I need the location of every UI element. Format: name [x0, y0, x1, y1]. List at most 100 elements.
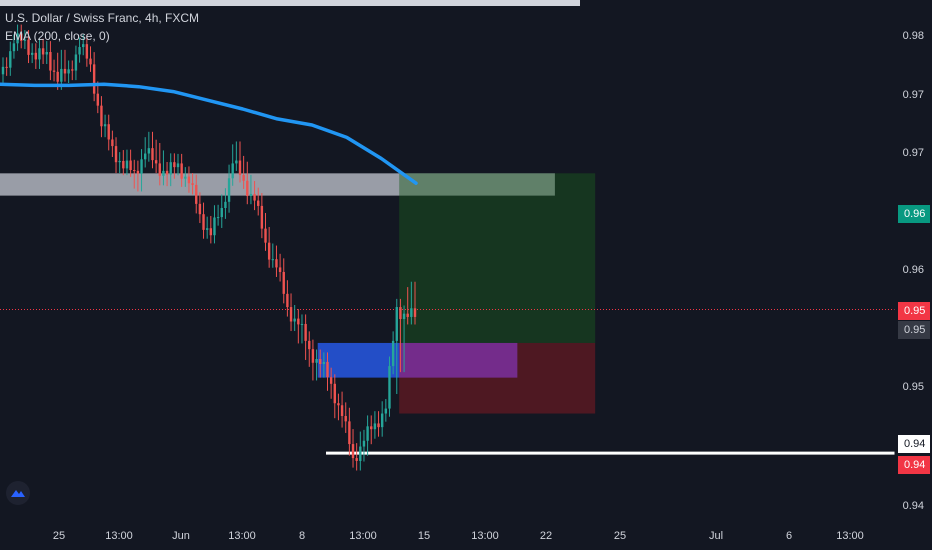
candle-body: [34, 52, 38, 60]
candle-body: [348, 421, 351, 445]
candle-body: [220, 208, 223, 218]
time-tick: 13:00: [105, 530, 133, 542]
time-tick: 22: [539, 530, 553, 542]
candle-body: [107, 124, 110, 140]
candle-body: [351, 444, 355, 459]
candle-body: [60, 68, 63, 82]
candle-body: [187, 176, 191, 184]
candle-body: [198, 203, 202, 215]
candle-body: [136, 170, 140, 174]
candle-body: [140, 159, 143, 174]
ema-line: [0, 82, 418, 185]
candle-body: [41, 48, 45, 55]
candle-body: [388, 366, 391, 409]
time-tick: 13:00: [349, 530, 377, 542]
candle-body: [118, 160, 121, 163]
price-tick: 0.98: [902, 30, 924, 42]
candle-body: [311, 349, 315, 363]
indicator-title[interactable]: EMA (200, close, 0): [5, 29, 110, 43]
candle-body: [114, 146, 118, 163]
candle-body: [300, 323, 304, 325]
candle-body: [326, 361, 329, 378]
candle-body: [154, 160, 158, 164]
candle-body: [63, 68, 67, 74]
candle-body: [224, 201, 227, 208]
candle-body: [238, 160, 242, 175]
candle-body: [129, 160, 132, 171]
candle-body: [406, 313, 409, 317]
candle-body: [333, 383, 336, 404]
resistance-zone: [0, 173, 555, 196]
candle-body: [395, 307, 398, 341]
candle-body: [366, 426, 369, 441]
candle-body: [30, 52, 34, 55]
candle-body: [27, 39, 30, 55]
symbol-title[interactable]: U.S. Dollar / Swiss Franc, 4h, FXCM: [5, 11, 200, 25]
candle-body: [282, 271, 285, 294]
candle-body: [275, 259, 278, 268]
candle-body: [147, 148, 151, 154]
candle-body: [12, 43, 16, 52]
chart-legend: U.S. Dollar / Swiss Franc, 4h, FXCM EMA …: [5, 9, 199, 45]
support-price-tag: 0.94: [898, 435, 930, 453]
candle-body: [184, 176, 187, 179]
candle-body: [205, 228, 209, 230]
candle-body: [191, 183, 194, 185]
top-toolbar-strip: [0, 0, 580, 6]
candle-body: [329, 377, 333, 384]
time-tick: Jul: [708, 530, 724, 542]
candle-body: [82, 44, 85, 48]
candle-body: [289, 307, 293, 322]
take-profit-price-tag: 0.96: [898, 205, 930, 223]
candle-body: [151, 148, 154, 161]
candle-body: [125, 160, 129, 169]
candle-body: [362, 440, 366, 447]
candle-body: [213, 217, 216, 236]
candle-body: [1, 66, 5, 75]
candle-body: [340, 405, 344, 416]
candle-body: [143, 153, 147, 160]
candle-body: [267, 242, 271, 260]
candle-body: [235, 160, 238, 164]
loss-zone: [399, 342, 596, 414]
candle-body: [242, 174, 245, 181]
candle-body: [257, 200, 260, 206]
candle-body: [271, 259, 275, 261]
profit-loss-overlap-zone: [399, 342, 518, 378]
candle-body: [246, 180, 249, 197]
candle-body: [319, 359, 322, 364]
candle-body: [100, 105, 103, 127]
price-tick: 0.97: [902, 89, 924, 101]
time-tick: Jun: [172, 530, 190, 542]
candle-body: [260, 205, 264, 229]
candle-body: [176, 163, 180, 168]
candle-body: [180, 163, 183, 179]
candle-body: [264, 228, 267, 243]
candle-body: [89, 58, 92, 65]
candle-body: [49, 52, 52, 71]
candle-body: [253, 193, 256, 201]
candle-body: [173, 162, 176, 168]
tradingview-logo-icon[interactable]: [6, 481, 30, 505]
candle-body: [359, 446, 362, 461]
candle-body: [391, 340, 395, 367]
candle-body: [133, 170, 136, 172]
candle-body: [165, 170, 169, 175]
price-tick: 0.96: [902, 264, 924, 276]
candle-body: [45, 52, 48, 55]
time-tick: 25: [52, 530, 66, 542]
candle-body: [38, 48, 41, 60]
candle-body: [410, 308, 413, 317]
candle-body: [122, 160, 125, 169]
candle-body: [286, 293, 289, 308]
candle-body: [103, 124, 107, 127]
candle-body: [96, 93, 99, 106]
time-tick: 6: [785, 530, 793, 542]
candle-body: [373, 423, 377, 430]
candle-body: [377, 423, 380, 428]
candle-body: [71, 69, 74, 71]
stop-loss-price-tag: 0.94: [898, 456, 930, 474]
candle-body: [67, 69, 70, 74]
candle-body: [344, 416, 347, 422]
